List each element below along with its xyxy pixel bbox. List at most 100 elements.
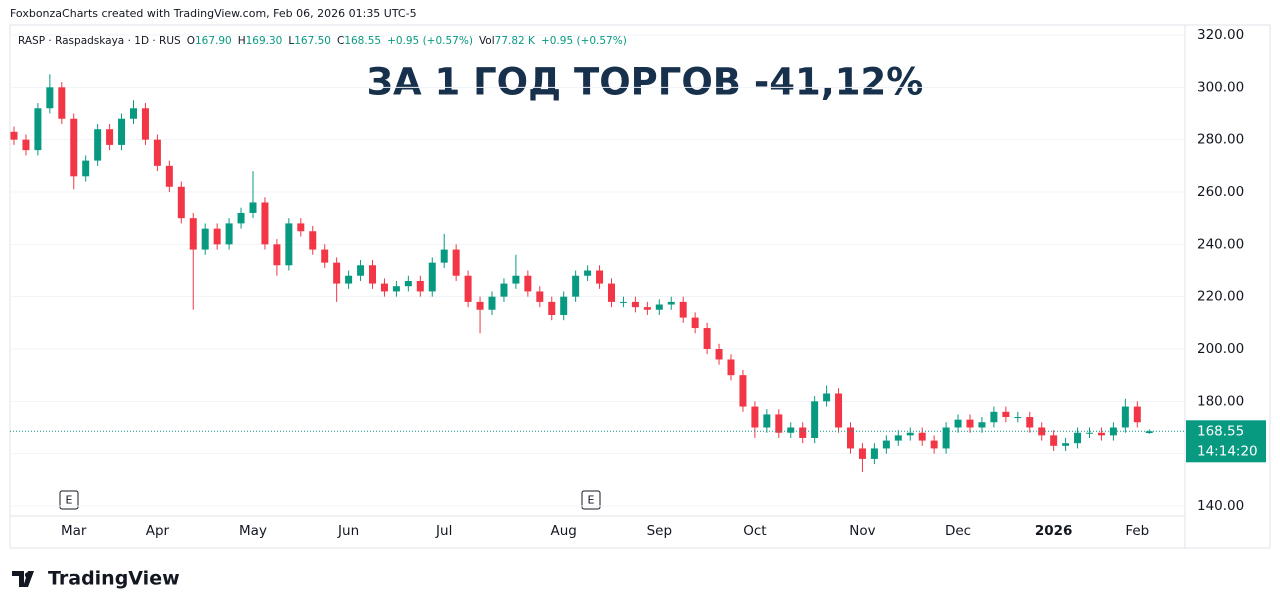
candle-body — [309, 231, 317, 250]
candle-body — [882, 440, 890, 449]
header-value: 168.55 — [344, 35, 382, 47]
candle-body — [751, 406, 759, 428]
candle-body — [428, 262, 436, 292]
candle-body — [1038, 427, 1046, 436]
candle-body — [130, 108, 137, 119]
candle-body — [440, 249, 448, 263]
candle-body — [94, 129, 102, 161]
candle-body — [691, 317, 699, 329]
candle-body — [1002, 411, 1010, 418]
candle-body — [369, 265, 376, 284]
candle-body — [930, 440, 938, 449]
candle-body — [643, 307, 651, 310]
candle-body — [894, 435, 902, 441]
brand: TradingView — [48, 568, 180, 590]
candle-body — [823, 393, 831, 402]
candle-body — [261, 202, 269, 245]
candles — [10, 74, 1153, 472]
candle-body — [82, 160, 90, 177]
x-tick-label: Jun — [337, 523, 359, 539]
brand-logo — [12, 571, 34, 587]
x-tick-label: Dec — [945, 523, 971, 539]
price-tag-value: 168.55 — [1197, 423, 1244, 439]
x-tick-label: May — [239, 523, 267, 539]
candle-body — [596, 270, 604, 284]
candle-body — [237, 212, 245, 224]
price-tag-countdown: 14:14:20 — [1197, 443, 1258, 459]
candle-body — [679, 301, 687, 318]
candle-body — [464, 275, 472, 302]
candle-body — [165, 165, 173, 187]
candle-body — [763, 414, 771, 428]
candle-body — [273, 244, 281, 266]
y-tick-label: 260.00 — [1197, 184, 1244, 200]
candle-body — [524, 275, 532, 292]
candle-body — [321, 249, 329, 263]
candle-body — [404, 280, 412, 287]
candle-body — [954, 419, 962, 428]
candle-body — [333, 262, 341, 284]
candle-body — [476, 301, 484, 310]
y-tick-label: 180.00 — [1197, 393, 1244, 409]
watermark: FoxbonzaCharts created with TradingView.… — [10, 7, 417, 20]
x-tick-label: Feb — [1125, 523, 1149, 539]
candle-body — [715, 349, 723, 360]
candle-body — [811, 401, 819, 438]
candle-body — [847, 427, 854, 449]
candle-body — [966, 419, 974, 428]
x-tick-label: Oct — [743, 523, 766, 539]
y-tick-label: 140.00 — [1197, 498, 1244, 514]
header-value: 77.82 K — [494, 35, 535, 47]
candle-body — [703, 328, 711, 349]
chart-frame — [9, 24, 1271, 549]
y-tick-label: 280.00 — [1197, 132, 1244, 148]
x-tick-label: Nov — [849, 523, 875, 539]
legend-header: RASP · Raspadskaya · 1D · RUS O167.90 H169… — [18, 35, 633, 47]
candle-body — [1050, 435, 1058, 446]
candle-body — [177, 186, 185, 219]
candle-body — [1145, 431, 1153, 433]
candle-body — [10, 131, 18, 140]
header-value: 167.50 — [294, 35, 331, 47]
candle-body — [106, 129, 114, 145]
candle-body — [189, 218, 197, 250]
x-tick-label: Aug — [551, 523, 577, 539]
candle-body — [1133, 406, 1141, 423]
y-tick-label: 200.00 — [1197, 341, 1244, 357]
candle-body — [978, 422, 986, 428]
candle-body — [572, 275, 580, 297]
candle-body — [58, 87, 66, 119]
candle-body — [118, 118, 126, 145]
event-marker — [59, 490, 79, 510]
candle-body — [1074, 432, 1082, 444]
header-key: C — [336, 35, 345, 47]
price-tag — [1186, 420, 1266, 463]
candle-body — [153, 139, 161, 166]
candle-body — [655, 304, 663, 310]
y-tick-label: 320.00 — [1197, 27, 1244, 43]
header-key: H — [237, 35, 246, 47]
candle-body — [22, 139, 30, 151]
header-value: 169.30 — [245, 35, 283, 47]
y-tick-label: 300.00 — [1197, 79, 1244, 95]
candle-body — [416, 280, 424, 292]
candle-body — [46, 87, 54, 109]
candle-body — [225, 223, 233, 245]
candle-body — [739, 375, 747, 407]
candle-body — [297, 223, 305, 232]
candle-body — [906, 432, 914, 436]
candle-body — [584, 270, 592, 276]
candle-body — [608, 283, 615, 302]
candle-body — [799, 427, 807, 438]
candle-body — [536, 291, 544, 302]
candle-body — [1014, 417, 1022, 419]
symbol: RASP · Raspadskaya · 1D · RUS — [18, 35, 181, 47]
candle-body — [70, 118, 78, 177]
candle-body — [1109, 427, 1117, 436]
x-tick-label: Apr — [146, 523, 170, 539]
candle-body — [990, 411, 998, 423]
chart-title: ЗА 1 ГОД ТОРГОВ -41,12% — [367, 61, 924, 104]
candle-body — [667, 301, 675, 305]
candle-body — [918, 432, 926, 441]
